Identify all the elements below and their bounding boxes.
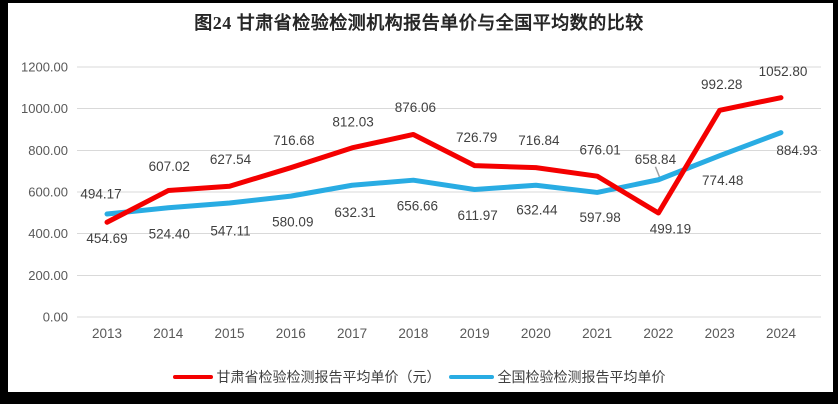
chart-legend: 甘肃省检验检测报告平均单价（元） 全国检验检测报告平均单价 [0, 367, 838, 387]
chart-background [8, 3, 833, 392]
legend-label-national: 全国检验检测报告平均单价 [497, 369, 666, 385]
legend-item-gansu: 甘肃省检验检测报告平均单价（元） [172, 367, 441, 387]
chart-title: 图24 甘肃省检验检测机构报告单价与全国平均数的比较 [194, 13, 644, 33]
legend-swatch-gansu [172, 375, 213, 379]
legend-item-national: 全国检验检测报告平均单价 [448, 367, 666, 387]
legend-label-gansu: 甘肃省检验检测报告平均单价（元） [216, 369, 441, 385]
legend-swatch-national [448, 375, 494, 379]
